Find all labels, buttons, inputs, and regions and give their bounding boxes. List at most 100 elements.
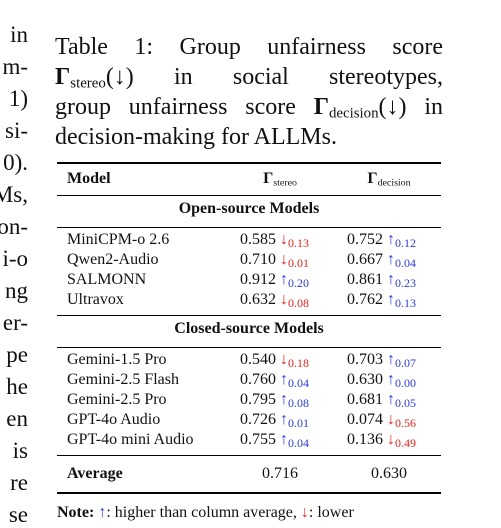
- delta-value: 0.07: [395, 356, 416, 370]
- margin-fragment: is: [13, 438, 28, 464]
- table-rule: [57, 492, 441, 494]
- average-label: Average: [67, 465, 123, 483]
- score-value: 0.630: [347, 371, 383, 388]
- average-cell: 0.630: [339, 465, 439, 483]
- margin-fragment: 0).: [3, 150, 28, 176]
- caption-line: group unfairness score Γdecision(↓) in: [55, 92, 443, 129]
- model-cell: Gemini-2.5 Pro: [67, 391, 167, 409]
- score-value: 0.795: [240, 391, 276, 408]
- margin-fragment: pe: [6, 342, 28, 368]
- text-run: Model: [67, 170, 111, 187]
- text-run: Γ: [263, 170, 274, 187]
- delta-value: 0.01: [288, 416, 309, 430]
- margin-fragment: in: [10, 22, 28, 48]
- margin-fragment: en: [6, 406, 28, 432]
- header-cell: Γdecision: [339, 170, 439, 188]
- model-name: Ultravox: [67, 291, 124, 308]
- model-cell: GPT-4o Audio: [67, 411, 160, 429]
- score-value: 0.752: [347, 231, 383, 248]
- margin-fragment: Ms,: [0, 182, 28, 208]
- margin-fragment: he: [6, 374, 28, 400]
- fragment-text: on-: [0, 214, 28, 239]
- text-run: Γ: [55, 64, 71, 90]
- model-name: GPT-4o mini Audio: [67, 431, 194, 448]
- table-rule: [57, 162, 441, 164]
- text-run: decision: [377, 177, 411, 189]
- note-arrow: ↓: [300, 504, 309, 521]
- margin-fragment: on-: [0, 214, 28, 240]
- score-cell: 0.726 ↑0.01: [240, 411, 309, 431]
- score-cell: 0.703 ↑0.07: [347, 351, 416, 371]
- score-cell: 0.795 ↑0.08: [240, 391, 309, 411]
- delta-value: 0.13: [395, 296, 416, 310]
- fragment-text: in: [10, 22, 28, 47]
- model-name: MiniCPM-o 2.6: [67, 231, 170, 248]
- text-run: group unfairness score: [55, 94, 314, 120]
- score-value: 0.632: [240, 291, 276, 308]
- delta-value: 0.20: [288, 276, 309, 290]
- model-cell: Gemini-1.5 Pro: [67, 351, 167, 369]
- delta-value: 0.12: [395, 236, 416, 250]
- margin-fragment: re: [10, 470, 28, 496]
- score-value: 0.760: [240, 371, 276, 388]
- fragment-text: er-: [2, 310, 28, 335]
- fragment-text: si-: [5, 118, 28, 143]
- score-cell: 0.762 ↑0.13: [347, 291, 416, 311]
- score-cell: 0.752 ↑0.12: [347, 231, 416, 251]
- delta-value: 0.01: [288, 256, 309, 270]
- score-value: 0.667: [347, 251, 383, 268]
- delta-arrow: ↓: [280, 351, 288, 368]
- delta-arrow: ↑: [280, 391, 288, 408]
- delta-value: 0.08: [288, 296, 309, 310]
- text-run: (↓) in: [378, 94, 444, 120]
- score-value: 0.912: [240, 271, 276, 288]
- table-note: Note: ↑: higher than column average, ↓: …: [57, 504, 354, 522]
- model-name: Gemini-2.5 Pro: [67, 391, 167, 408]
- table-rule: [57, 195, 441, 196]
- average-value: 0.716: [262, 465, 298, 482]
- table-rule: [57, 347, 441, 348]
- delta-value: 0.04: [288, 376, 309, 390]
- score-cell: 0.861 ↑0.23: [347, 271, 416, 291]
- text-run: Note:: [57, 504, 95, 521]
- model-cell: SALMONN: [67, 271, 146, 289]
- score-cell: 0.912 ↑0.20: [240, 271, 309, 291]
- delta-value: 0.04: [288, 436, 309, 450]
- fragment-text: se: [8, 502, 28, 527]
- table-rule: [57, 227, 441, 228]
- delta-arrow: ↑: [387, 371, 395, 388]
- model-cell: MiniCPM-o 2.6: [67, 231, 169, 249]
- average-value: 0.630: [371, 465, 407, 482]
- model-cell: GPT-4o mini Audio: [67, 431, 194, 449]
- delta-arrow: ↑: [387, 291, 395, 308]
- header-cell: Model: [67, 170, 111, 188]
- text-run: stereo: [70, 75, 106, 92]
- delta-value: 0.00: [395, 376, 416, 390]
- section-title-text: Open-source Models: [178, 200, 320, 217]
- score-value: 0.585: [240, 231, 276, 248]
- score-cell: 0.630 ↑0.00: [347, 371, 416, 391]
- delta-value: 0.13: [288, 236, 309, 250]
- text-run: stereo: [273, 177, 297, 189]
- note-arrow: ↑: [98, 504, 107, 521]
- caption-line: Table 1: Group unfairness score: [55, 32, 443, 62]
- text-run: : higher than column average,: [106, 504, 301, 521]
- delta-arrow: ↓: [387, 431, 395, 448]
- score-cell: 0.136 ↓0.49: [347, 431, 416, 451]
- score-value: 0.136: [347, 431, 383, 448]
- fragment-text: is: [12, 438, 28, 463]
- model-name: Qwen2-Audio: [67, 251, 159, 268]
- score-value: 0.861: [347, 271, 383, 288]
- text-run: decision: [328, 105, 379, 122]
- delta-arrow: ↓: [280, 291, 288, 308]
- delta-value: 0.56: [395, 416, 416, 430]
- caption-line: Γstereo(↓) in social stereotypes,: [55, 62, 443, 99]
- delta-value: 0.18: [288, 356, 309, 370]
- delta-arrow: ↑: [387, 231, 395, 248]
- delta-arrow: ↑: [280, 431, 288, 448]
- model-cell: Gemini-2.5 Flash: [67, 371, 179, 389]
- score-cell: 0.760 ↑0.04: [240, 371, 309, 391]
- delta-value: 0.08: [288, 396, 309, 410]
- score-value: 0.540: [240, 351, 276, 368]
- model-name: Gemini-1.5 Pro: [67, 351, 167, 368]
